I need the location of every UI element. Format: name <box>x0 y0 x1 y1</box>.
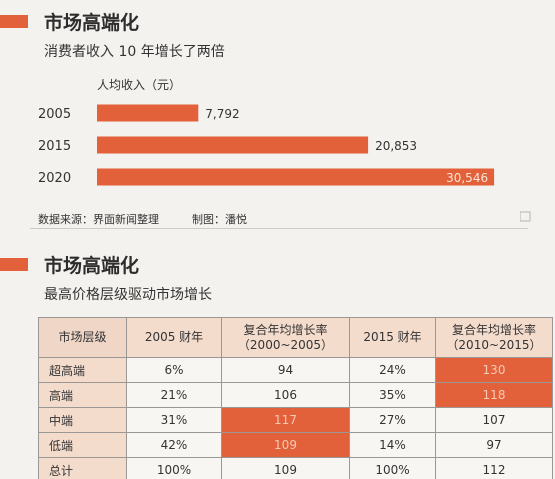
cell-tier: 超高端 <box>38 357 127 383</box>
table-row: 高端 21% 106 35% 118 <box>38 382 553 408</box>
cell-tier: 总计 <box>38 457 127 479</box>
header-cagr-2010-2015: 复合年均增长率 （2010~2015） <box>435 317 553 358</box>
section1-subtitle: 消费者收入 10 年增长了两倍 <box>44 44 225 60</box>
table-row: 中端 31% 117 27% 107 <box>38 407 553 433</box>
section2-accent-bar <box>0 258 28 271</box>
cell-tier: 中端 <box>38 407 127 433</box>
cell-share-2015: 24% <box>349 357 436 383</box>
cell-share-2015: 27% <box>349 407 436 433</box>
cell-share-2005: 6% <box>126 357 222 383</box>
cell-share-2005: 100% <box>126 457 222 479</box>
table-header-row: 市场层级 2005 财年 复合年均增长率 （2000~2005） 2015 财年 … <box>38 317 553 358</box>
header-fy2005: 2005 财年 <box>126 317 222 358</box>
cell-cagr-2000-2005: 117 <box>221 407 350 433</box>
cell-share-2005: 31% <box>126 407 222 433</box>
cell-cagr-2010-2015: 118 <box>435 382 553 408</box>
bar-category-label: 2015 <box>38 139 71 154</box>
table-row: 超高端 6% 94 24% 130 <box>38 357 553 383</box>
bar-category-label: 2005 <box>38 107 71 122</box>
cell-tier: 低端 <box>38 432 127 458</box>
chart-title: 人均收入（元） <box>97 78 181 92</box>
cell-cagr-2010-2015: 130 <box>435 357 553 383</box>
section2-title: 市场高端化 <box>44 255 140 277</box>
footnote-credit: 制图：潘悦 <box>192 213 247 226</box>
cell-cagr-2000-2005: 94 <box>221 357 350 383</box>
bar-value-label: 20,853 <box>375 139 417 153</box>
cell-share-2015: 100% <box>349 457 436 479</box>
income-bar <box>97 104 199 122</box>
cell-cagr-2010-2015: 97 <box>435 432 553 458</box>
cell-cagr-2010-2015: 112 <box>435 457 553 479</box>
header-tier: 市场层级 <box>38 317 127 358</box>
income-bar-chart: 人均收入（元） 2005 7,792 2015 20,853 2020 30,546 <box>38 78 495 186</box>
cell-share-2005: 21% <box>126 382 222 408</box>
income-bar <box>97 168 495 186</box>
section1-accent-bar <box>0 15 28 28</box>
section2-subtitle: 最高价格层级驱动市场增长 <box>44 287 212 303</box>
cell-tier: 高端 <box>38 382 127 408</box>
table-row: 总计 100% 109 100% 112 <box>38 457 553 479</box>
watermark-logo <box>519 208 550 227</box>
header-cagr-2000-2005: 复合年均增长率 （2000~2005） <box>221 317 350 358</box>
cell-cagr-2010-2015: 107 <box>435 407 553 433</box>
income-bar <box>97 136 369 154</box>
table-row: 低端 42% 109 14% 97 <box>38 432 553 458</box>
footnote-source: 数据来源：界面新闻整理 <box>38 213 159 226</box>
section1-title: 市场高端化 <box>44 12 140 34</box>
section-divider <box>30 228 528 229</box>
cell-cagr-2000-2005: 106 <box>221 382 350 408</box>
cell-share-2015: 14% <box>349 432 436 458</box>
bar-value-label: 30,546 <box>446 171 488 185</box>
cell-cagr-2000-2005: 109 <box>221 432 350 458</box>
cell-share-2015: 35% <box>349 382 436 408</box>
bar-value-label: 7,792 <box>205 107 239 121</box>
header-fy2015: 2015 财年 <box>349 317 436 358</box>
bar-category-label: 2020 <box>38 171 71 186</box>
cell-cagr-2000-2005: 109 <box>221 457 350 479</box>
cell-share-2005: 42% <box>126 432 222 458</box>
market-tier-table: 市场层级 2005 财年 复合年均增长率 （2000~2005） 2015 财年 … <box>38 317 553 479</box>
